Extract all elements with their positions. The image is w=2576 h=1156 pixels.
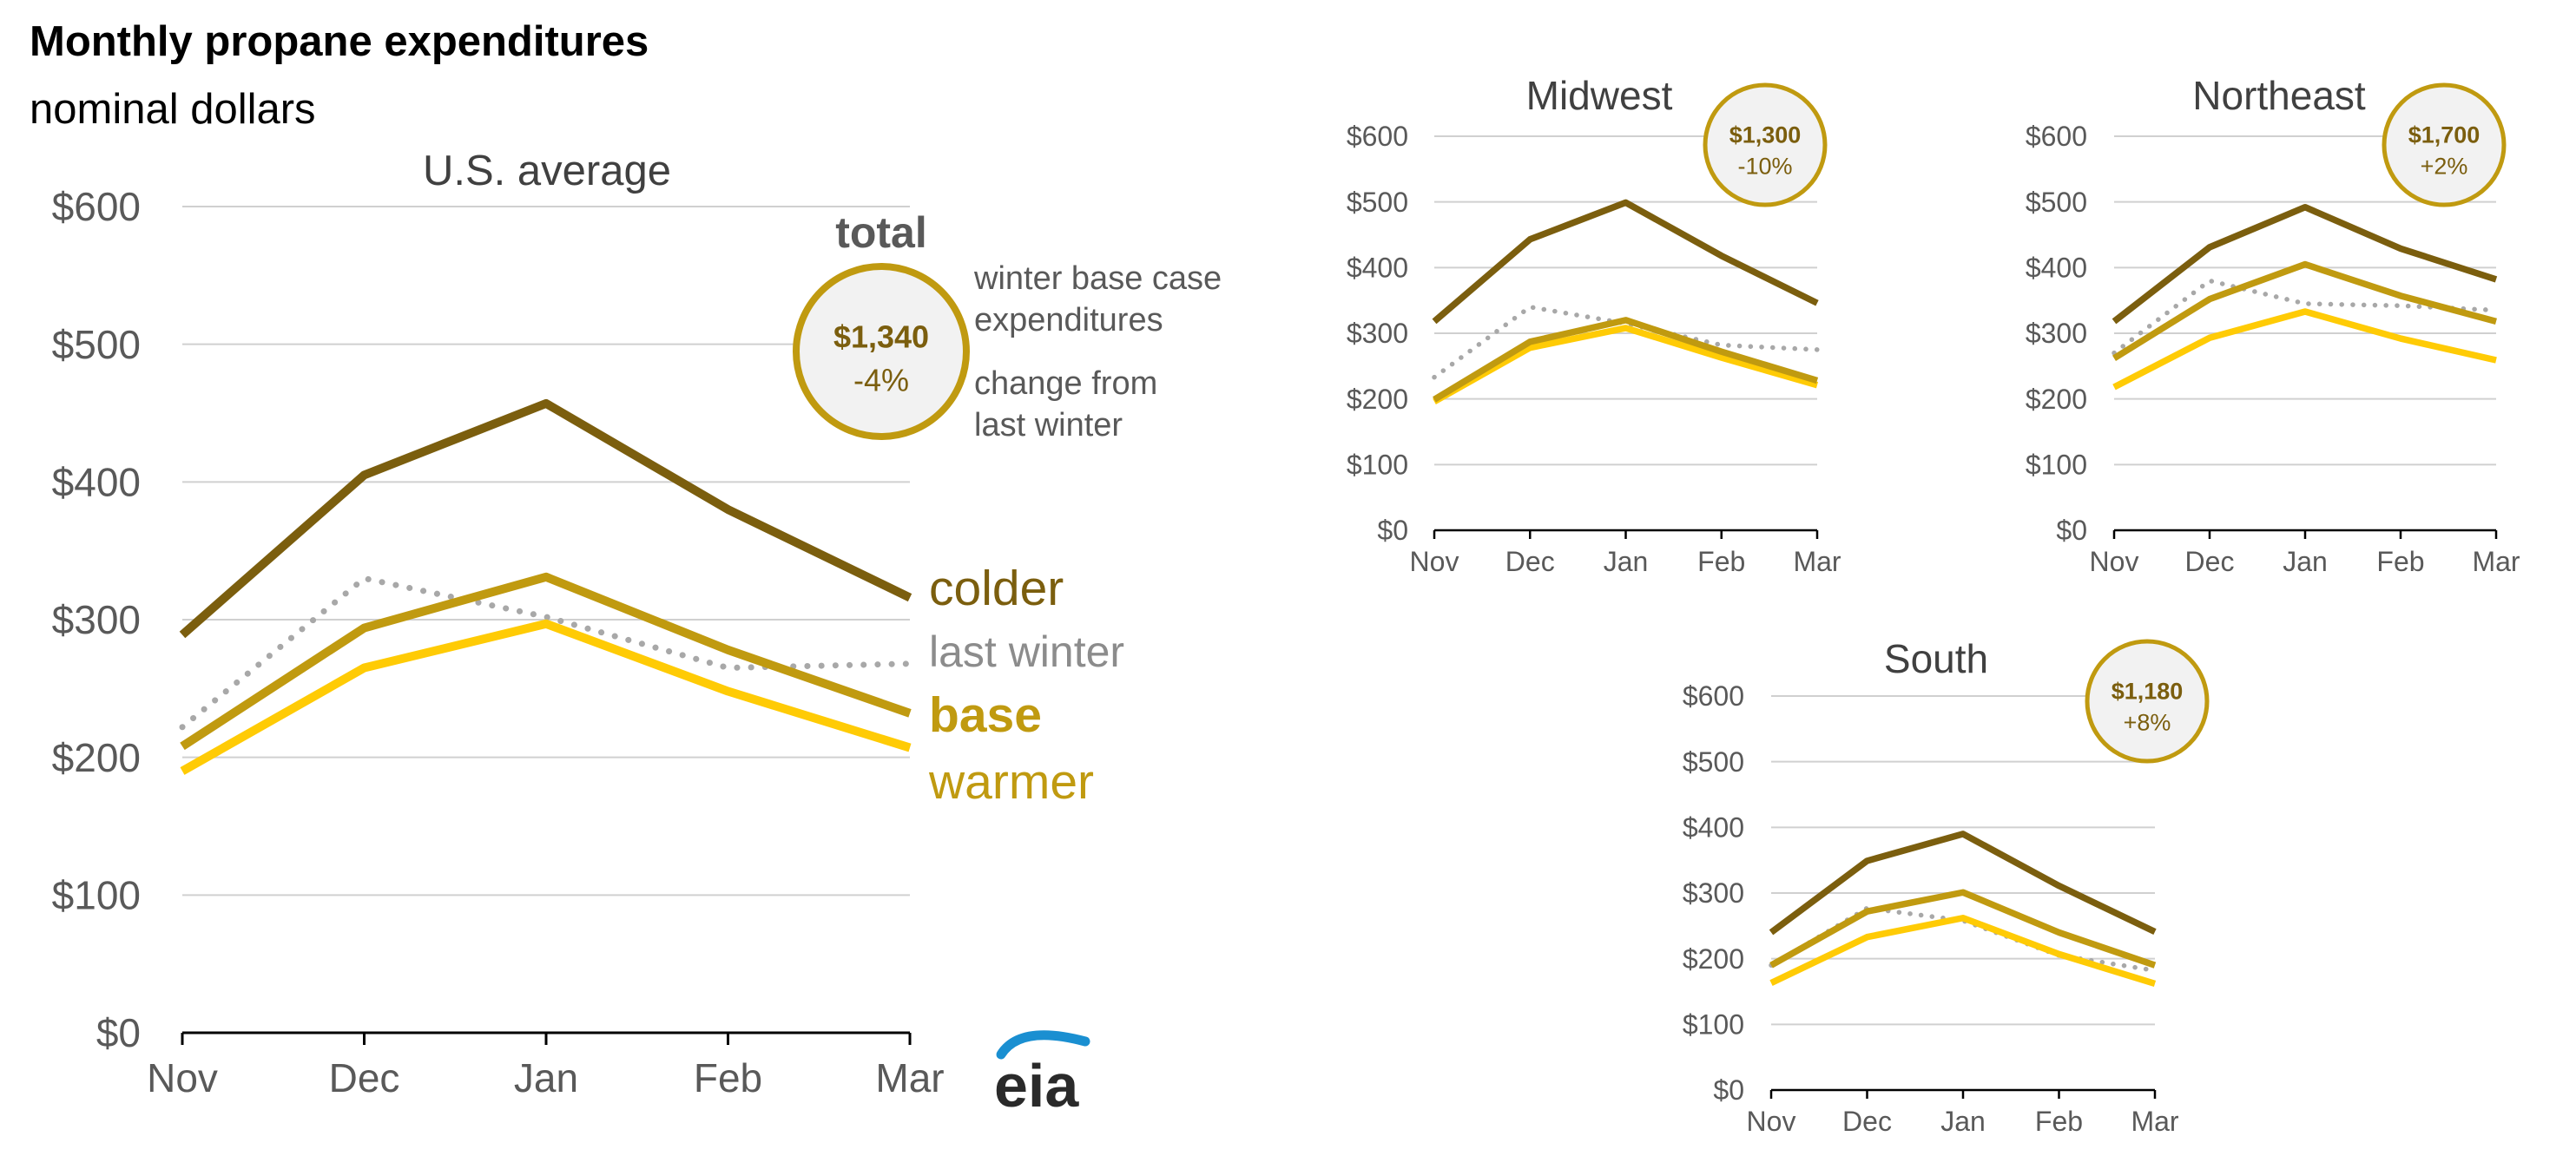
chart-u-s-average-change-value: -4% bbox=[853, 363, 909, 398]
chart-u-s-average-x-tick-label: Nov bbox=[147, 1055, 218, 1100]
chart-u-s-average-x-tick-label: Mar bbox=[875, 1055, 944, 1100]
chart-midwest-y-tick-label: $200 bbox=[1347, 384, 1408, 415]
chart-midwest: Midwest $0 $100 $200 $300 $400 $500 $600 Nov Dec J… bbox=[1347, 73, 1841, 577]
chart-midwest-y-tick-label: $100 bbox=[1347, 450, 1408, 481]
chart-midwest-x-tick-label: Nov bbox=[1410, 546, 1459, 577]
chart-northeast-total-value: $1,700 bbox=[2408, 122, 2480, 148]
chart-south-x-tick-label: Mar bbox=[2131, 1106, 2178, 1137]
chart-northeast-y-tick-label: $0 bbox=[2056, 515, 2087, 546]
chart-south-x-tick-label: Feb bbox=[2035, 1106, 2083, 1137]
chart-midwest-x-tick-label: Mar bbox=[1793, 546, 1841, 577]
chart-midwest-series-last-winter bbox=[1432, 304, 1820, 380]
chart-u-s-average-y-tick-label: $300 bbox=[52, 597, 141, 642]
chart-south-y-tick-label: $500 bbox=[1683, 746, 1744, 778]
chart-south-x-tick-label: Dec bbox=[1842, 1106, 1892, 1137]
annotation-change-line: change from bbox=[974, 365, 1157, 402]
legend-label-base: base bbox=[929, 687, 1042, 743]
chart-u-s-average-series-warmer bbox=[180, 619, 912, 775]
chart-u-s-average-y-tick-label: $600 bbox=[52, 184, 141, 229]
chart-south-y-tick-label: $200 bbox=[1683, 943, 1744, 975]
chart-midwest-y-tick-label: $400 bbox=[1347, 253, 1408, 284]
figure-subtitle: nominal dollars bbox=[30, 86, 316, 133]
legend-label-colder: colder bbox=[929, 561, 1064, 616]
chart-u-s-average-total-badge bbox=[793, 263, 970, 440]
chart-northeast-series-colder bbox=[2112, 203, 2498, 325]
chart-midwest-x-tick-label: Dec bbox=[1505, 546, 1555, 577]
chart-northeast-total-badge bbox=[2382, 82, 2507, 207]
chart-midwest-x-tick-label: Jan bbox=[1604, 546, 1649, 577]
annotation-base-case-line: expenditures bbox=[974, 302, 1163, 338]
chart-south-y-tick-label: $300 bbox=[1683, 877, 1744, 909]
chart-midwest-series-colder bbox=[1432, 199, 1819, 325]
chart-northeast-x-tick-label: Mar bbox=[2472, 546, 2520, 577]
figure-title: Monthly propane expenditures bbox=[30, 18, 649, 65]
eia-logo-swoosh bbox=[996, 1030, 1090, 1060]
chart-south: South $0 $100 $200 $300 $400 $500 $600 Nov Dec Jan… bbox=[1683, 636, 2210, 1137]
chart-u-s-average-x-tick-label: Feb bbox=[694, 1055, 762, 1100]
chart-u-s-average-series-base bbox=[180, 572, 912, 751]
chart-midwest-total-badge bbox=[1703, 82, 1828, 207]
chart-northeast-change-value: +2% bbox=[2421, 153, 2468, 179]
chart-northeast-series-warmer bbox=[2112, 308, 2497, 391]
chart-south-change-value: +8% bbox=[2124, 709, 2171, 735]
chart-midwest-change-value: -10% bbox=[1737, 153, 1792, 179]
chart-northeast-x-tick-label: Nov bbox=[2090, 546, 2139, 577]
annotation-base-case-line: winter base case bbox=[973, 260, 1222, 297]
chart-midwest-y-tick-label: $0 bbox=[1377, 515, 1408, 546]
chart-u-s-average-x-tick-label: Dec bbox=[329, 1055, 400, 1100]
chart-northeast-title: Northeast bbox=[2192, 73, 2366, 118]
chart-midwest-series-warmer bbox=[1433, 325, 1819, 404]
chart-south-y-tick-label: $600 bbox=[1683, 680, 1744, 712]
chart-south-total-badge bbox=[2085, 639, 2210, 764]
chart-south-y-tick-label: $400 bbox=[1683, 812, 1744, 844]
chart-northeast-y-tick-label: $200 bbox=[2026, 384, 2087, 415]
legend-label-warmer: warmer bbox=[928, 754, 1094, 810]
chart-u-s-average-total-value: $1,340 bbox=[833, 319, 929, 355]
chart-south-x-tick-label: Jan bbox=[1940, 1106, 1986, 1137]
chart-northeast-y-tick-label: $500 bbox=[2026, 187, 2087, 218]
legend-label-last-winter: last winter bbox=[929, 627, 1124, 676]
chart-northeast: Northeast $0 $100 $200 $300 $400 $500 $600 Nov De… bbox=[2026, 73, 2520, 577]
chart-u-s-average: U.S. average $0 $100 $200 $300 $400 $500 $600 No… bbox=[52, 148, 970, 1100]
chart-u-s-average-title: U.S. average bbox=[423, 148, 671, 194]
chart-u-s-average-series-last-winter bbox=[179, 575, 913, 731]
chart-northeast-y-tick-label: $300 bbox=[2026, 318, 2087, 349]
eia-logo-text: eia bbox=[994, 1052, 1079, 1120]
chart-u-s-average-series-colder bbox=[179, 398, 912, 639]
chart-south-y-tick-label: $100 bbox=[1683, 1009, 1744, 1041]
annotation-change-line: last winter bbox=[974, 407, 1123, 443]
chart-south-total-value: $1,180 bbox=[2112, 678, 2184, 704]
chart-south-title: South bbox=[1884, 636, 1988, 681]
chart-midwest-series-base bbox=[1433, 317, 1819, 403]
chart-south-series-colder bbox=[1769, 831, 2157, 936]
chart-south-series-warmer bbox=[1769, 915, 2157, 988]
chart-south-series-base bbox=[1769, 889, 2157, 969]
chart-u-s-average-y-tick-label: $200 bbox=[52, 735, 141, 780]
chart-u-s-average-y-tick-label: $400 bbox=[52, 459, 141, 504]
chart-northeast-y-tick-label: $400 bbox=[2026, 253, 2087, 284]
chart-northeast-y-tick-label: $600 bbox=[2026, 121, 2087, 152]
chart-midwest-y-tick-label: $500 bbox=[1347, 187, 1408, 218]
chart-south-x-tick-label: Nov bbox=[1747, 1106, 1796, 1137]
chart-northeast-x-tick-label: Jan bbox=[2283, 546, 2328, 577]
eia-logo: eia bbox=[994, 1030, 1090, 1120]
chart-midwest-y-tick-label: $600 bbox=[1347, 121, 1408, 152]
chart-midwest-total-value: $1,300 bbox=[1729, 122, 1802, 148]
chart-northeast-x-tick-label: Dec bbox=[2185, 546, 2235, 577]
chart-u-s-average-y-tick-label: $100 bbox=[52, 872, 141, 917]
chart-northeast-series-last-winter bbox=[2112, 278, 2499, 356]
chart-u-s-average-y-tick-label: $500 bbox=[52, 322, 141, 367]
total-label: total bbox=[835, 208, 927, 257]
chart-northeast-x-tick-label: Feb bbox=[2376, 546, 2424, 577]
chart-midwest-title: Midwest bbox=[1526, 73, 1673, 118]
chart-u-s-average-y-tick-label: $0 bbox=[96, 1010, 141, 1055]
chart-u-s-average-x-tick-label: Jan bbox=[514, 1055, 578, 1100]
chart-northeast-y-tick-label: $100 bbox=[2026, 450, 2087, 481]
chart-midwest-x-tick-label: Feb bbox=[1697, 546, 1745, 577]
chart-south-y-tick-label: $0 bbox=[1713, 1074, 1744, 1106]
chart-midwest-y-tick-label: $300 bbox=[1347, 318, 1408, 349]
chart-northeast-series-base bbox=[2112, 260, 2497, 361]
